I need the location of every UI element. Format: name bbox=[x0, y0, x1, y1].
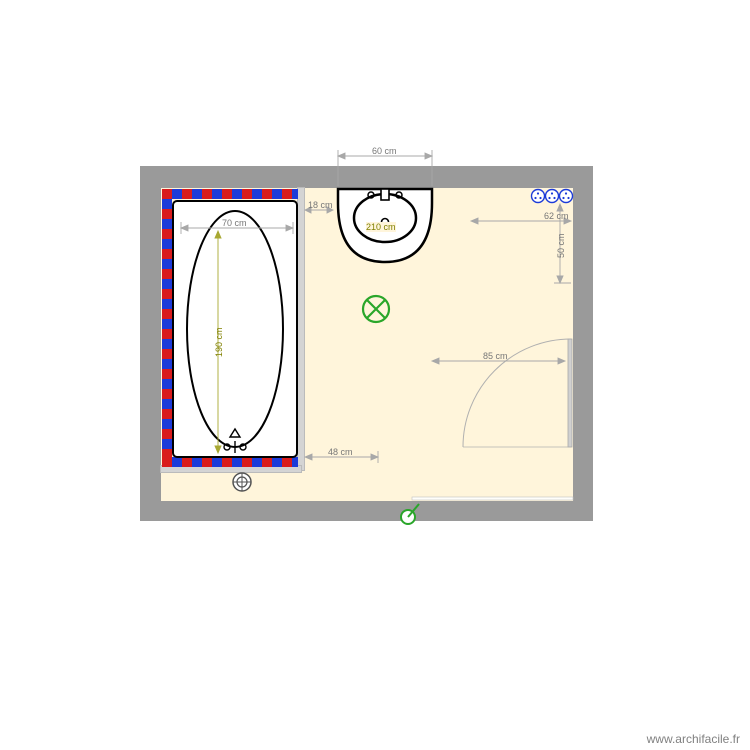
dim-62: 62 cm bbox=[544, 211, 569, 221]
footer-url: www.archifacile.fr bbox=[647, 732, 740, 746]
dim-85: 85 cm bbox=[483, 351, 508, 361]
dim-60: 60 cm bbox=[372, 146, 397, 156]
drain-icon bbox=[233, 473, 251, 491]
dim-48: 48 cm bbox=[328, 447, 353, 457]
dim-18: 18 cm bbox=[308, 200, 333, 210]
switch-icon bbox=[401, 504, 419, 524]
dim-70: 70 cm bbox=[222, 218, 247, 228]
bathtub bbox=[173, 201, 297, 457]
dim-190: 190 cm bbox=[214, 327, 224, 357]
dim-50: 50 cm bbox=[556, 233, 566, 258]
outlets bbox=[532, 190, 573, 203]
plan-svg bbox=[0, 0, 750, 750]
dim-210: 210 cm bbox=[366, 222, 396, 232]
ceiling-light-icon bbox=[363, 296, 389, 322]
